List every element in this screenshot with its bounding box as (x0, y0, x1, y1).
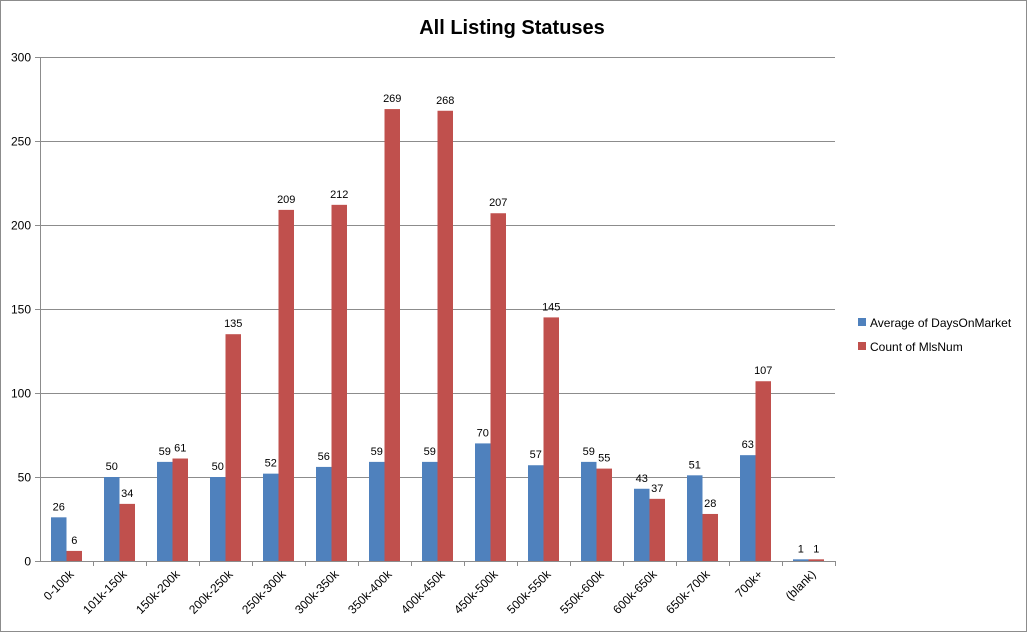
bars (51, 109, 824, 562)
bar-days-on-market (157, 461, 173, 561)
data-label: 59 (583, 446, 595, 458)
bar-days-on-market (687, 475, 703, 561)
data-label: 135 (224, 318, 242, 330)
data-label: 63 (742, 439, 754, 451)
legend-label: Average of DaysOnMarket (870, 316, 1012, 330)
legend-swatch (858, 342, 866, 350)
data-label: 28 (704, 498, 716, 510)
data-label: 1 (798, 543, 804, 555)
bar-days-on-market (316, 466, 332, 561)
data-label: 1 (813, 543, 819, 555)
legend-swatch (858, 318, 866, 326)
data-label: 107 (754, 365, 772, 377)
y-tick-label: 150 (11, 303, 31, 317)
data-label: 50 (106, 461, 118, 473)
data-label: 43 (636, 473, 648, 485)
bar-count-mlsnum (755, 381, 771, 561)
data-label: 51 (689, 459, 701, 471)
y-tick-label: 300 (11, 51, 31, 65)
data-label: 6 (71, 535, 77, 547)
bar-days-on-market (210, 477, 226, 561)
data-label: 52 (265, 458, 277, 470)
legend-label: Count of MlsNum (870, 340, 963, 354)
data-label: 212 (330, 189, 348, 201)
data-label: 269 (383, 93, 401, 105)
data-label: 57 (530, 449, 542, 461)
bar-count-mlsnum (649, 498, 665, 561)
bar-days-on-market (369, 461, 385, 561)
data-label: 207 (489, 197, 507, 209)
bar-count-mlsnum (437, 110, 453, 561)
data-label: 56 (318, 451, 330, 463)
bar-count-mlsnum (384, 109, 400, 561)
y-tick-label: 50 (18, 471, 32, 485)
bar-count-mlsnum (490, 213, 506, 562)
data-label: 268 (436, 95, 454, 107)
bar-count-mlsnum (596, 468, 612, 561)
bar-count-mlsnum (331, 204, 347, 561)
bar-count-mlsnum (543, 317, 559, 561)
bar-count-mlsnum (278, 209, 294, 561)
bar-count-mlsnum (225, 334, 241, 561)
y-tick-label: 200 (11, 219, 31, 233)
data-label: 209 (277, 194, 295, 206)
bar-days-on-market (51, 517, 67, 561)
data-label: 70 (477, 427, 489, 439)
data-label: 59 (371, 446, 383, 458)
bar-count-mlsnum (808, 559, 824, 561)
y-tick-label: 250 (11, 135, 31, 149)
data-label: 145 (542, 301, 560, 313)
bar-days-on-market (581, 461, 597, 561)
bar-days-on-market (793, 559, 809, 561)
bar-days-on-market (740, 455, 756, 561)
y-tick-label: 0 (24, 555, 31, 569)
bar-days-on-market (475, 443, 491, 561)
bar-count-mlsnum (119, 503, 135, 561)
data-label: 37 (651, 483, 663, 495)
bar-days-on-market (528, 465, 544, 561)
bar-days-on-market (422, 461, 438, 561)
legend: Average of DaysOnMarket Count of MlsNum (858, 316, 1012, 354)
data-label: 59 (159, 446, 171, 458)
data-label: 55 (598, 453, 610, 465)
bar-days-on-market (634, 488, 650, 561)
data-label: 61 (174, 443, 186, 455)
data-label: 26 (53, 501, 65, 513)
data-label: 59 (424, 446, 436, 458)
bar-count-mlsnum (172, 458, 188, 561)
data-label: 34 (121, 488, 133, 500)
data-label: 50 (212, 461, 224, 473)
bar-days-on-market (263, 473, 279, 561)
bar-count-mlsnum (702, 513, 718, 561)
chart-title: All Listing Statuses (419, 17, 605, 39)
bar-days-on-market (104, 477, 120, 561)
y-tick-label: 100 (11, 387, 31, 401)
bar-count-mlsnum (66, 550, 82, 561)
